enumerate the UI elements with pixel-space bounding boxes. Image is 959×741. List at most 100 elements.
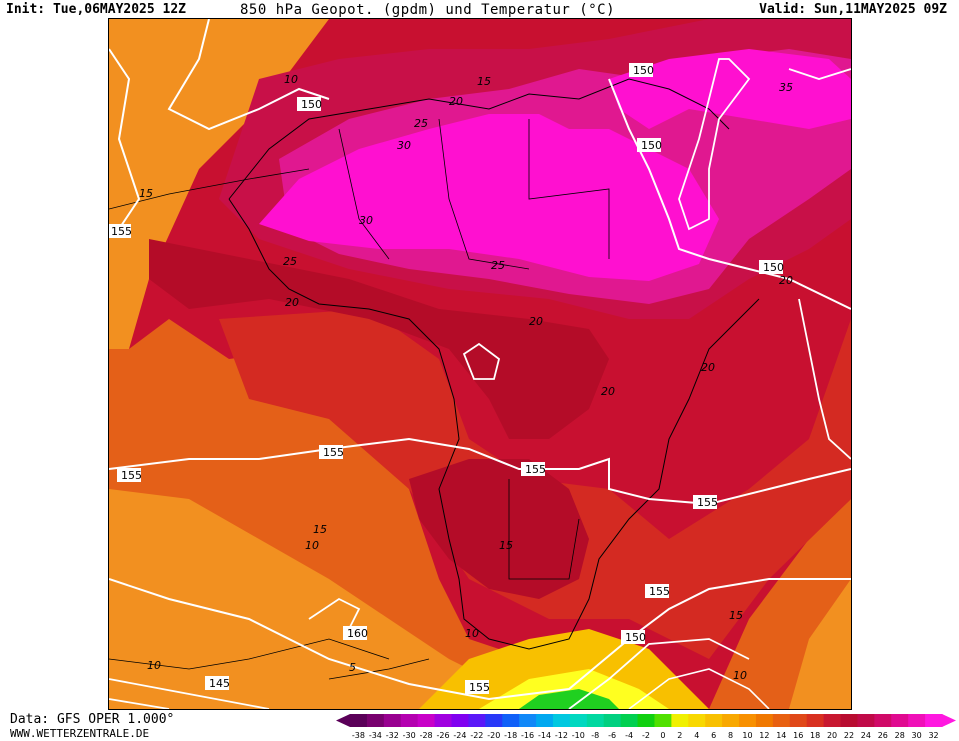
legend-color-box <box>637 714 655 727</box>
temp-field-dark-red-sahara-south <box>149 239 609 439</box>
isohypse-150-east-ring <box>678 58 751 231</box>
geo-label: 150 <box>301 98 322 111</box>
legend-color-box <box>840 714 858 727</box>
temp-label: 20 <box>779 274 793 287</box>
legend-tick-label: -22 <box>470 731 483 740</box>
temp-label: 15 <box>313 523 327 536</box>
legend-color-box <box>620 714 639 727</box>
map-canvas: 150 150 150 150 150 155 155 155 155 155 … <box>109 19 851 709</box>
legend-color-box <box>434 714 452 727</box>
geo-label: 155 <box>323 446 344 459</box>
temp-label: 25 <box>283 255 297 268</box>
chart-title: 850 hPa Geopot. (gpdm) und Temperatur (°… <box>240 2 616 18</box>
legend-arrow-low <box>336 714 350 727</box>
legend-tick-label: -12 <box>555 731 568 740</box>
legend-color-box <box>671 714 689 727</box>
legend-color-box <box>366 714 385 727</box>
temp-label: 15 <box>729 609 743 622</box>
geo-label: 155 <box>697 496 718 509</box>
temp-label: 10 <box>733 669 747 682</box>
legend-color-box <box>908 714 926 727</box>
temp-label: 5 <box>349 661 356 674</box>
geo-label: 150 <box>641 139 662 152</box>
legend-tick-label: 22 <box>844 731 854 740</box>
legend-tick-label: 14 <box>776 731 786 740</box>
legend-tick-label: 32 <box>928 731 938 740</box>
isohypse-155-south <box>109 578 851 701</box>
legend-tick-label: -14 <box>538 731 551 740</box>
legend-color-box <box>755 714 774 727</box>
legend-color-box <box>772 714 791 727</box>
legend-tick-label: 24 <box>861 731 871 740</box>
init-time: Init: Tue,06MAY2025 12Z <box>6 2 187 17</box>
isohypse-150-south <box>109 678 270 709</box>
legend-tick-label: -10 <box>572 731 585 740</box>
isohypse-150-far-east <box>788 68 851 80</box>
legend-tick-label: -4 <box>625 731 633 740</box>
coastline-north-africa <box>228 78 730 200</box>
isohypse-150-east <box>608 78 851 310</box>
legend-tick-label: -38 <box>352 731 365 740</box>
legend-tick-label: 6 <box>711 731 716 740</box>
isohypse-155-north-west <box>109 48 141 230</box>
isohypse-160-south <box>308 597 361 630</box>
geo-label: 155 <box>525 463 546 476</box>
weather-map[interactable]: 150 150 150 150 150 155 155 155 155 155 … <box>108 18 852 710</box>
legend-color-box <box>857 714 875 727</box>
temp-field-orange-west <box>109 19 329 359</box>
legend-tick-label: -24 <box>453 731 466 740</box>
temp-label: 20 <box>285 296 299 309</box>
coastline-west-africa <box>228 198 760 650</box>
isohypse-150-africa-small <box>462 342 501 380</box>
color-legend: -38 -34 -32 -30 -28 -26 -24 -22 -20 -18 -16 -14 -12-… <box>336 714 956 740</box>
temp-label: 25 <box>414 117 428 130</box>
legend-tick-label: 20 <box>827 731 837 740</box>
geo-label: 145 <box>209 677 230 690</box>
legend-color-box <box>552 714 571 727</box>
legend-color-box <box>400 714 419 727</box>
legend-tick-label: -2 <box>642 731 650 740</box>
temp-label: 10 <box>305 539 319 552</box>
legend-tick-label: 12 <box>759 731 769 740</box>
legend-color-box <box>891 714 909 727</box>
temp-field-dark-red-south <box>409 459 589 599</box>
legend-color-box <box>874 714 892 727</box>
isohypse-155-equator <box>109 437 851 506</box>
isohypse-145-se <box>628 668 770 709</box>
legend-color-box <box>603 714 622 727</box>
isohypse-155-east-lat <box>798 298 851 460</box>
legend-tick-label: -28 <box>420 731 433 740</box>
geo-label: 155 <box>111 225 132 238</box>
isohypse-150-north-west <box>167 19 330 131</box>
legend-tick-label: -16 <box>521 731 534 740</box>
legend-color-box <box>417 714 436 727</box>
border-line-3 <box>528 119 610 259</box>
legend-tick-label: 0 <box>660 731 665 740</box>
temp-label: 15 <box>477 75 491 88</box>
legend-tick-label: 30 <box>912 731 922 740</box>
border-line-4 <box>508 479 580 580</box>
legend-color-box <box>451 714 469 727</box>
temp-label: 10 <box>465 627 479 640</box>
legend-tick-label: -32 <box>386 731 399 740</box>
isotherm-10 <box>109 638 390 670</box>
legend-color-box <box>823 714 842 727</box>
site-name: WWW.WETTERZENTRALE.DE <box>10 727 150 740</box>
temp-label: 20 <box>449 95 463 108</box>
legend-color-box <box>485 714 503 727</box>
border-line-2 <box>438 118 530 270</box>
temp-label: 10 <box>284 73 298 86</box>
legend-color-box <box>806 714 825 727</box>
legend-tick-label: 26 <box>878 731 888 740</box>
temp-label: 25 <box>491 259 505 272</box>
legend-color-box <box>654 714 672 727</box>
legend-tick-label: 16 <box>793 731 803 740</box>
legend-tick-label: 10 <box>742 731 752 740</box>
legend-color-box <box>925 714 943 727</box>
legend-tick-label: -34 <box>369 731 382 740</box>
legend-color-box <box>586 714 605 727</box>
temperature-labels: 10 15 20 25 30 30 15 25 25 20 20 20 20 2… <box>139 73 793 682</box>
legend-color-box <box>688 714 706 727</box>
geo-label: 150 <box>763 261 784 274</box>
legend-arrow-high <box>942 714 956 727</box>
